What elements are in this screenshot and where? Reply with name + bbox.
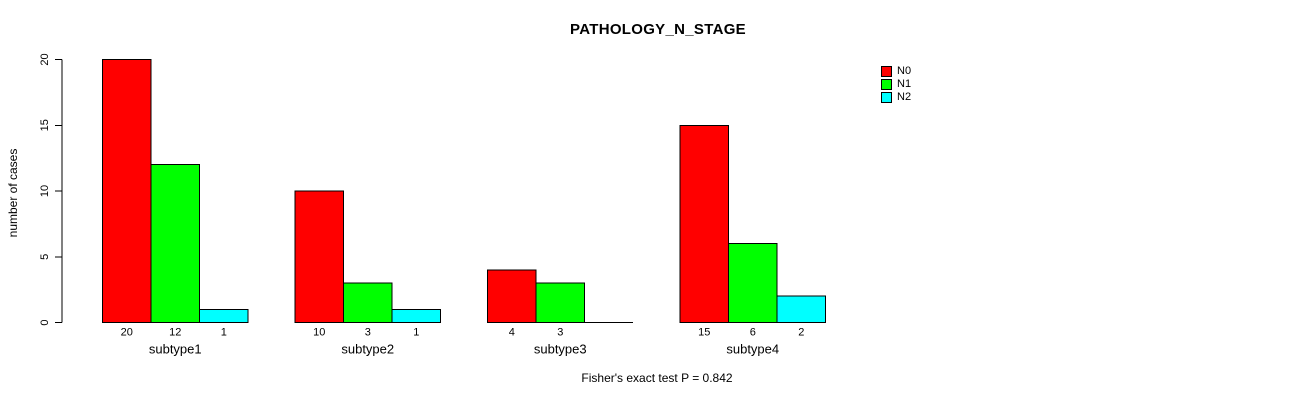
y-tick-label: 15 xyxy=(39,119,51,131)
bar-value-label: 1 xyxy=(413,327,419,339)
bar-subtype3-N1 xyxy=(535,282,585,323)
legend-item-N1: N1 xyxy=(881,79,911,90)
category-label-subtype4: subtype4 xyxy=(726,342,779,357)
legend-item-N2: N2 xyxy=(881,92,911,103)
legend-swatch-N0 xyxy=(881,66,892,77)
legend-item-N0: N0 xyxy=(881,66,911,77)
category-label-subtype2: subtype2 xyxy=(341,342,394,357)
bar-value-label: 2 xyxy=(798,327,804,339)
bar-subtype1-N1 xyxy=(150,164,200,323)
bar-subtype2-N2 xyxy=(391,308,441,324)
category-label-subtype3: subtype3 xyxy=(534,342,587,357)
y-tick-label: 0 xyxy=(39,319,51,325)
bar-value-label: 4 xyxy=(509,327,515,339)
bar-value-label: 20 xyxy=(121,327,133,339)
bar-subtype1-N2 xyxy=(199,308,249,324)
bar-subtype4-N1 xyxy=(728,243,778,324)
legend-label-N1: N1 xyxy=(897,78,912,90)
legend-swatch-N1 xyxy=(881,79,892,90)
legend-label-N0: N0 xyxy=(897,65,912,77)
y-tick-label: 20 xyxy=(39,53,51,65)
bar-value-label: 6 xyxy=(750,327,756,339)
bar-value-label: 15 xyxy=(698,327,710,339)
chart-title: PATHOLOGY_N_STAGE xyxy=(570,21,746,38)
bar-subtype3-N0 xyxy=(487,269,537,323)
bar-value-label: 12 xyxy=(169,327,181,339)
bar-subtype2-N1 xyxy=(343,282,393,323)
bar-value-label: 3 xyxy=(365,327,371,339)
legend-swatch-N2 xyxy=(881,92,892,103)
bar-value-label: 3 xyxy=(557,327,563,339)
bar-subtype4-N0 xyxy=(679,124,729,323)
category-label-subtype1: subtype1 xyxy=(149,342,202,357)
bar-subtype4-N2 xyxy=(776,295,826,324)
footnote-stat-test: Fisher's exact test P = 0.842 xyxy=(581,371,733,385)
bar-value-label: 1 xyxy=(221,327,227,339)
legend: N0 N1 N2 xyxy=(881,66,911,103)
bar-subtype2-N0 xyxy=(294,190,344,323)
bar-subtype1-N0 xyxy=(102,59,152,323)
legend-label-N2: N2 xyxy=(897,91,912,103)
y-tick-label: 10 xyxy=(39,185,51,197)
bar-value-label: 10 xyxy=(313,327,325,339)
y-tick-label: 5 xyxy=(39,254,51,260)
